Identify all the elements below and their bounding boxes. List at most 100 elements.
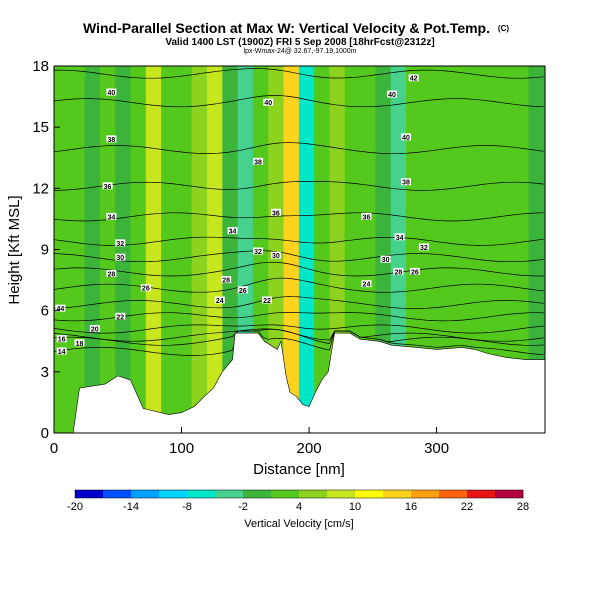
contour-label-text: 32 xyxy=(420,245,428,252)
contour-label-text: 34 xyxy=(229,229,237,236)
theta-contour-line xyxy=(54,250,544,263)
contour-label-text: 40 xyxy=(402,135,410,142)
velocity-column xyxy=(467,66,484,433)
contour-label-text: 28 xyxy=(394,269,402,276)
velocity-column xyxy=(130,66,147,433)
colorbar-tick-label: -14 xyxy=(123,501,139,513)
theta-contour-line xyxy=(54,277,544,293)
velocity-column xyxy=(161,66,177,433)
colorbar-swatch xyxy=(355,490,384,498)
y-tick-label: 3 xyxy=(41,364,49,381)
contour-label: 32 xyxy=(253,247,264,256)
velocity-column xyxy=(191,66,208,433)
contour-label: 22 xyxy=(115,312,126,321)
title-mark: (C) xyxy=(498,24,509,33)
y-tick-label: 15 xyxy=(32,119,49,136)
x-tick-label: 200 xyxy=(297,440,322,457)
colorbar-swatch xyxy=(131,490,160,498)
contour-label-text: 22 xyxy=(116,314,124,321)
contour-label: 16 xyxy=(56,335,67,344)
contour-label: 24 xyxy=(214,296,225,305)
y-tick-label: 0 xyxy=(41,425,49,442)
theta-contour-line xyxy=(54,296,544,309)
colorbar-tick-label: 28 xyxy=(517,501,529,513)
contour-label-text: 32 xyxy=(116,241,124,248)
colorbar: -20 -14 -8 -2 4 10 16 22 28 Vertical Velocity [c… xyxy=(67,489,529,530)
velocity-column xyxy=(528,66,545,433)
chart-subtitle: Valid 1400 LST (1900Z) FRI 5 Sep 2008 [1… xyxy=(165,37,434,48)
contour-label: 38 xyxy=(106,135,117,144)
velocity-column xyxy=(268,66,285,433)
y-axis: 0 3 6 9 12 15 18 xyxy=(32,58,60,442)
velocity-column xyxy=(436,66,453,433)
velocity-column xyxy=(176,66,193,433)
colorbar-tick-label: -2 xyxy=(238,501,248,513)
colorbar-tick-label: 16 xyxy=(405,501,417,513)
contour-label-text: 34 xyxy=(396,235,404,242)
contour-label: 26 xyxy=(409,267,420,276)
contour-label-text: 18 xyxy=(76,341,84,348)
contour-label: 42 xyxy=(408,74,419,83)
theta-contour-line xyxy=(54,68,544,79)
contour-label: 28 xyxy=(106,269,117,278)
colorbar-swatch xyxy=(327,490,356,498)
colorbar-swatch xyxy=(215,490,244,498)
velocity-column xyxy=(421,66,438,433)
colorbar-swatch xyxy=(299,490,328,498)
colorbar-swatch xyxy=(467,490,496,498)
contour-label-text: 14 xyxy=(58,349,66,356)
contour-label: 40 xyxy=(263,98,274,107)
contour-label: 34 xyxy=(106,212,117,221)
contour-label-text: 36 xyxy=(104,184,112,191)
y-axis-label: Height [Kft MSL] xyxy=(6,195,23,304)
colorbar-frame xyxy=(74,489,524,499)
colorbar-swatch xyxy=(383,490,412,498)
contour-label-text: 36 xyxy=(272,210,280,217)
theta-contour-line xyxy=(54,181,544,191)
contour-label: 38 xyxy=(253,157,264,166)
contour-label-text: 30 xyxy=(382,257,390,264)
contour-label-text: 40 xyxy=(264,100,272,107)
theta-contour-line xyxy=(54,261,544,277)
colorbar-swatch xyxy=(271,490,300,498)
contour-label-text: 40 xyxy=(107,90,115,97)
contour-label: 32 xyxy=(115,239,126,248)
colorbar-tick-label: 4 xyxy=(296,501,302,513)
theta-contours xyxy=(54,68,544,356)
terrain xyxy=(54,332,546,434)
contour-label: 40 xyxy=(400,133,411,142)
contour-label: 14 xyxy=(56,347,67,356)
x-tick-label: 100 xyxy=(169,440,194,457)
theta-contour-line xyxy=(54,236,544,246)
contour-label-text: 24 xyxy=(363,282,371,289)
colorbar-label: Vertical Velocity [cm/s] xyxy=(244,518,353,530)
contour-label-text: 28 xyxy=(222,278,230,285)
x-tick-label: 0 xyxy=(50,440,58,457)
contour-label: 28 xyxy=(221,276,232,285)
colorbar-swatch xyxy=(187,490,216,498)
theta-contour-line xyxy=(54,95,544,108)
contour-label: 28 xyxy=(393,267,404,276)
contour-label-text: 30 xyxy=(116,255,124,262)
x-axis-label: Distance [nm] xyxy=(253,461,345,478)
y-tick-label: 18 xyxy=(32,58,49,75)
contour-label: 26 xyxy=(140,284,151,293)
contour-label: 34 xyxy=(394,233,405,242)
contour-label-text: 22 xyxy=(263,298,271,305)
contour-label: 30 xyxy=(380,255,391,264)
x-tick-label: 300 xyxy=(424,440,449,457)
chart-title: Wind-Parallel Section at Max W: Vertical… xyxy=(83,20,509,36)
colorbar-swatch xyxy=(439,490,468,498)
contour-label: 26 xyxy=(237,286,248,295)
contour-label-text: 40 xyxy=(388,92,396,99)
contour-label-text: 32 xyxy=(254,249,262,256)
contour-label-text: 38 xyxy=(402,180,410,187)
contour-label-text: 44 xyxy=(56,306,64,313)
contour-label-text: 26 xyxy=(142,286,150,293)
plot-area: 4420181614222628303234363840403836343230… xyxy=(6,58,546,478)
contour-label: 36 xyxy=(270,208,281,217)
velocity-column xyxy=(451,66,468,433)
chart-note: lpx-Wmax-24@ 32.67,-97.19,1000m xyxy=(244,48,357,55)
colorbar-swatch xyxy=(243,490,272,498)
